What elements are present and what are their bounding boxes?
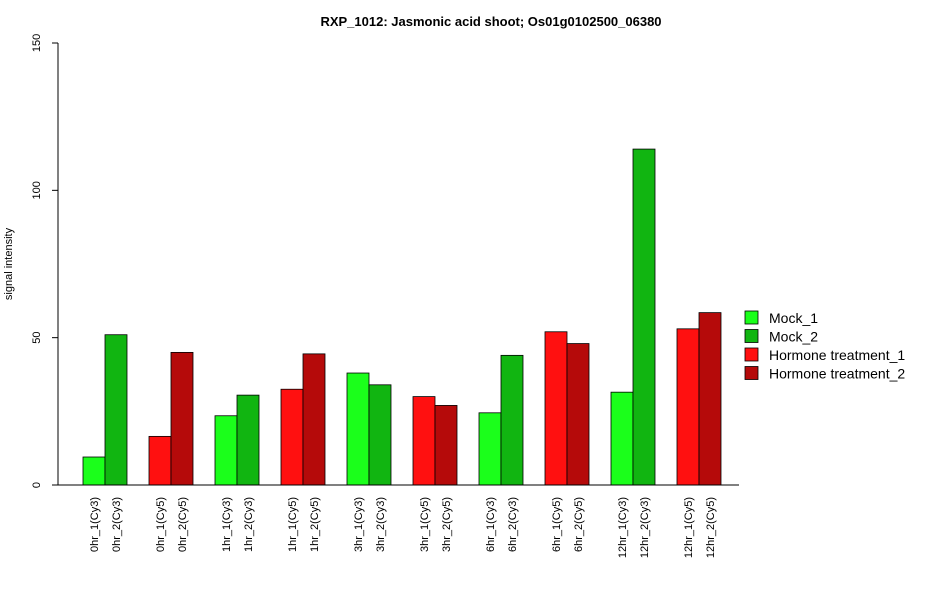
bar: [434, 405, 458, 486]
x-tick-label: 6hr_1(Cy3): [485, 497, 497, 552]
legend-label: Hormone treatment_2: [769, 366, 905, 382]
bar: [368, 384, 392, 486]
legend-label: Hormone treatment_1: [769, 347, 905, 363]
bar: [632, 148, 656, 486]
bar: [148, 435, 172, 486]
bar: [214, 415, 238, 486]
bar: [544, 331, 568, 486]
chart-title: RXP_1012: Jasmonic acid shoot; Os01g0102…: [320, 14, 661, 29]
x-tick-label: 0hr_1(Cy5): [155, 497, 167, 552]
bar: [302, 353, 326, 486]
x-tick-label: 1hr_2(Cy3): [243, 497, 255, 552]
bar: [676, 328, 700, 486]
legend-label: Mock_1: [769, 310, 818, 326]
x-tick-labels: 0hr_1(Cy3) 0hr_2(Cy3) 0hr_1(Cy5) 0hr_2(Cy5)…: [89, 497, 717, 558]
bar: [412, 396, 436, 486]
y-tick-label: 50: [31, 332, 43, 344]
x-tick-label: 12hr_2(Cy3): [639, 497, 651, 558]
y-tick-label: 150: [31, 34, 43, 52]
x-tick-label: 6hr_1(Cy5): [551, 497, 563, 552]
bar: [478, 412, 502, 486]
x-tick-label: 12hr_2(Cy5): [705, 497, 717, 558]
legend-swatch: [744, 310, 759, 325]
x-tick-label: 1hr_2(Cy5): [309, 497, 321, 552]
y-axis-label: signal intensity: [3, 227, 15, 300]
x-tick-label: 3hr_1(Cy3): [353, 497, 365, 552]
legend-swatch: [744, 366, 759, 380]
x-tick-label: 3hr_1(Cy5): [419, 497, 431, 552]
x-tick-label: 3hr_2(Cy5): [441, 497, 453, 552]
bars-group: [82, 148, 722, 486]
x-tick-label: 12hr_1(Cy3): [617, 497, 629, 558]
legend: Mock_1 Mock_2 Hormone treatment_1 Hormone t…: [744, 310, 905, 382]
x-tick-label: 6hr_2(Cy3): [507, 497, 519, 552]
bar: [82, 456, 106, 486]
bar: [500, 354, 524, 486]
x-tick-label: 1hr_1(Cy5): [287, 497, 299, 552]
x-tick-label: 0hr_1(Cy3): [89, 497, 101, 552]
bar: [236, 394, 260, 486]
y-tick-label: 100: [31, 181, 43, 199]
bar: [104, 334, 128, 486]
x-tick-label: 1hr_1(Cy3): [221, 497, 233, 552]
legend-swatch: [744, 329, 759, 343]
x-tick-label: 0hr_2(Cy5): [177, 497, 189, 552]
x-tick-label: 3hr_2(Cy3): [375, 497, 387, 552]
legend-label: Mock_2: [769, 329, 818, 345]
bar: [170, 351, 194, 486]
bar: [346, 372, 370, 486]
x-tick-label: 12hr_1(Cy5): [683, 497, 695, 558]
x-tick-label: 0hr_2(Cy3): [111, 497, 123, 552]
y-axis: 0 50 100 150: [31, 34, 59, 488]
bar: [566, 343, 590, 486]
bar: [280, 388, 304, 486]
bar: [698, 312, 722, 486]
x-tick-label: 6hr_2(Cy5): [573, 497, 585, 552]
bar: [610, 391, 634, 486]
y-tick-label: 0: [31, 482, 43, 488]
legend-swatch: [744, 347, 759, 362]
